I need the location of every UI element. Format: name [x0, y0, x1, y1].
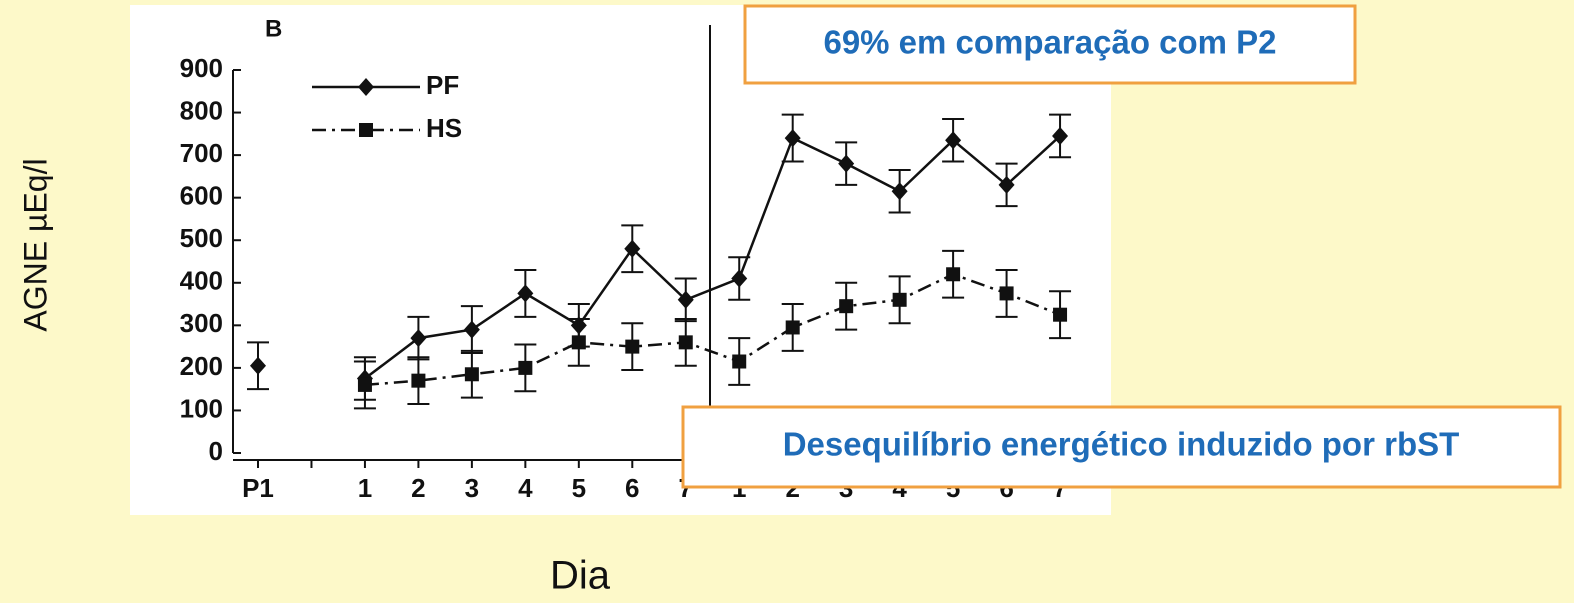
y-tick-label: 100 [180, 393, 223, 423]
marker [359, 123, 373, 137]
x-tick-label: 3 [465, 473, 479, 503]
x-tick-label: 1 [358, 473, 372, 503]
marker [784, 129, 801, 148]
y-tick-label: 600 [180, 181, 223, 211]
marker [838, 154, 855, 173]
marker [839, 299, 854, 314]
x-tick-label: 6 [625, 473, 639, 503]
marker [678, 335, 693, 350]
x-axis-label: Dia [550, 554, 611, 598]
y-tick-label: 0 [209, 436, 223, 466]
x-tick-label: 5 [572, 473, 586, 503]
marker [785, 320, 800, 335]
marker [732, 354, 747, 369]
marker [677, 290, 694, 309]
series-line [364, 135, 1061, 380]
marker [998, 175, 1015, 194]
marker [624, 239, 641, 258]
marker [518, 360, 533, 375]
y-tick-label: 700 [180, 138, 223, 168]
annotation: Desequilíbrio energético induzido por rb… [783, 426, 1460, 463]
marker [410, 329, 427, 348]
marker [1052, 126, 1069, 145]
marker [463, 320, 480, 339]
y-tick-label: 400 [180, 266, 223, 296]
y-tick-label: 800 [180, 95, 223, 125]
x-tick-label: 2 [411, 473, 425, 503]
marker [571, 335, 586, 350]
x-tick-label: P1 [242, 473, 274, 503]
marker [999, 286, 1014, 301]
marker [625, 339, 640, 354]
y-tick-label: 300 [180, 308, 223, 338]
y-axis-label: AGNE µEq/l [17, 158, 53, 331]
marker [892, 292, 907, 307]
annotation-box [681, 405, 1562, 489]
marker [517, 284, 534, 303]
x-tick-label: 4 [518, 473, 533, 503]
marker [731, 269, 748, 288]
marker [357, 377, 372, 392]
y-tick-label: 200 [180, 351, 223, 381]
marker [358, 78, 374, 96]
marker [464, 367, 479, 382]
marker [411, 373, 426, 388]
legend-label: PF [426, 70, 459, 100]
marker [945, 131, 962, 150]
marker [891, 182, 908, 201]
y-tick-label: 900 [180, 53, 223, 83]
annotation: 69% em comparação com P2 [823, 24, 1276, 61]
marker [1053, 307, 1068, 322]
annotation-box [743, 4, 1357, 85]
y-tick-label: 500 [180, 223, 223, 253]
series-line [364, 272, 1061, 387]
marker [946, 267, 961, 282]
legend-label: HS [426, 113, 462, 143]
marker [250, 356, 266, 375]
panel-label: B [265, 15, 282, 42]
